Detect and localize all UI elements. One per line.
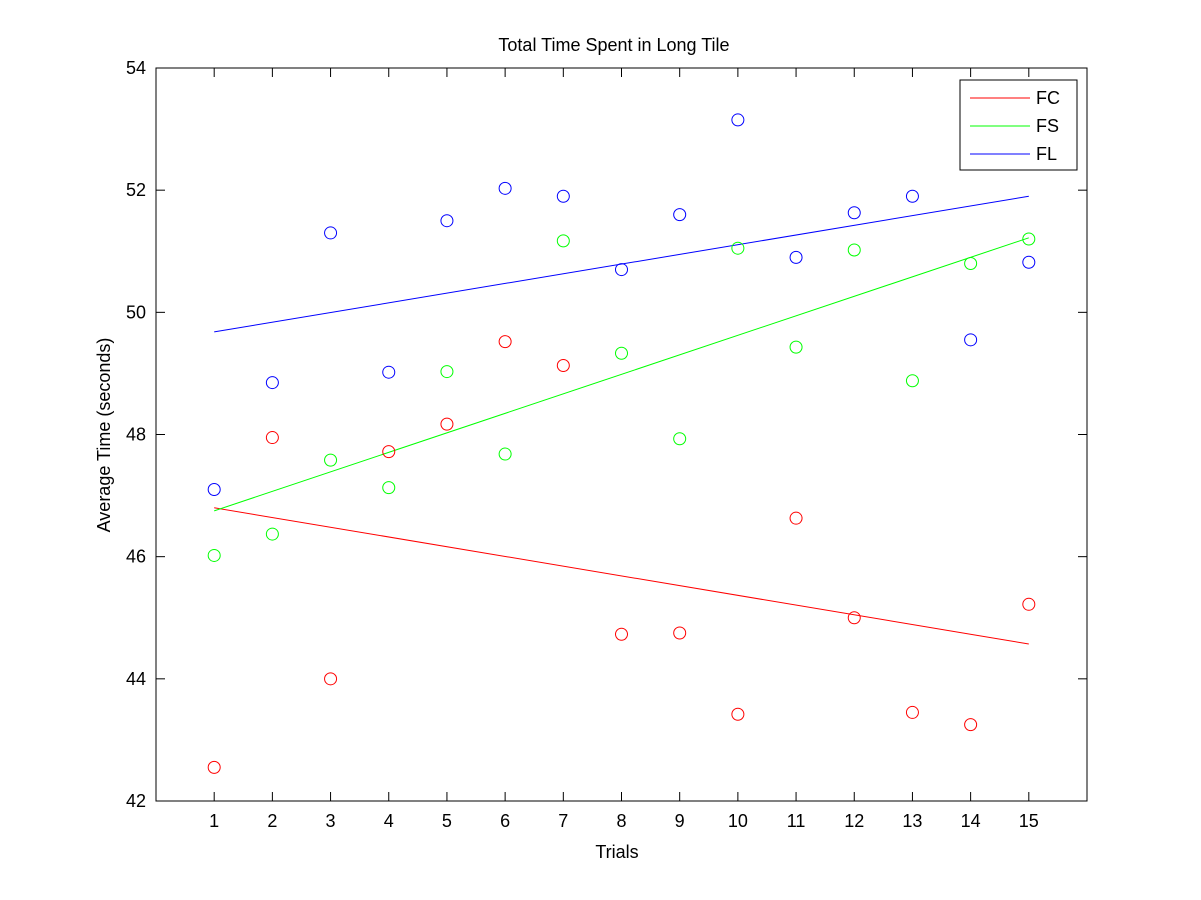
legend-box <box>959 79 1078 171</box>
data-point-fs <box>265 527 279 541</box>
x-tick-label: 8 <box>616 811 626 831</box>
x-tick-label: 15 <box>1019 811 1039 831</box>
data-point-fs <box>905 374 919 388</box>
data-point-fs <box>1022 232 1036 246</box>
x-tick-label: 13 <box>902 811 922 831</box>
data-point-fl <box>905 189 919 203</box>
x-tick-label: 5 <box>442 811 452 831</box>
data-point-fc <box>1022 597 1036 611</box>
x-tick-label: 11 <box>787 811 806 831</box>
data-point-fl <box>440 214 454 228</box>
data-point-fc <box>964 718 978 732</box>
legend-label-fs: FS <box>1036 116 1059 136</box>
data-point-fc <box>847 611 861 625</box>
x-tick-label: 14 <box>961 811 981 831</box>
trend-line-fc <box>214 507 1029 645</box>
data-point-fc <box>498 335 512 349</box>
legend-label-fc: FC <box>1036 88 1060 108</box>
data-point-fl <box>498 181 512 195</box>
x-tick-label: 12 <box>844 811 864 831</box>
x-tick-label: 1 <box>209 811 219 831</box>
data-point-fl <box>556 189 570 203</box>
data-point-fs <box>440 365 454 379</box>
data-point-fc <box>440 417 454 431</box>
data-point-fc <box>615 627 628 641</box>
data-point-fs <box>207 548 221 562</box>
data-point-fl <box>673 208 687 222</box>
x-tick-label: 10 <box>728 811 748 831</box>
x-axis-label: Trials <box>595 842 638 862</box>
data-point-fs <box>789 340 803 354</box>
data-point-fc <box>207 760 221 774</box>
data-point-fl <box>207 482 221 496</box>
data-point-fl <box>1022 255 1036 269</box>
y-tick-label: 54 <box>126 58 146 78</box>
legend-label-fl: FL <box>1036 144 1057 164</box>
y-tick-label: 42 <box>126 791 146 811</box>
legend: FC FS FL <box>959 79 1078 171</box>
plot-area <box>155 67 1088 802</box>
data-point-fs <box>615 346 628 360</box>
data-point-fl <box>324 226 338 240</box>
x-tick-label: 2 <box>267 811 277 831</box>
data-point-fl <box>615 263 628 277</box>
data-point-fc <box>324 672 338 686</box>
data-point-fs <box>731 241 745 255</box>
data-point-fs <box>382 481 396 495</box>
data-point-fl <box>964 333 978 347</box>
data-point-fl <box>731 113 745 127</box>
y-tick-label: 52 <box>126 180 146 200</box>
data-point-fc <box>382 445 396 459</box>
x-tick-label: 7 <box>558 811 568 831</box>
series-fs-points <box>207 232 1036 562</box>
data-point-fl <box>847 206 861 220</box>
data-point-fs <box>964 256 978 270</box>
y-tick-label: 50 <box>126 302 146 322</box>
series-fl-points <box>207 113 1036 496</box>
data-point-fs <box>324 453 338 467</box>
data-point-fc <box>905 705 919 719</box>
data-point-fl <box>265 376 279 390</box>
data-point-fc <box>556 358 570 372</box>
x-tick-label: 6 <box>500 811 510 831</box>
data-point-fc <box>673 626 687 640</box>
x-tick-label: 9 <box>675 811 685 831</box>
trend-lines <box>214 195 1029 645</box>
y-axis-label: Average Time (seconds) <box>94 338 114 533</box>
data-point-fl <box>382 365 396 379</box>
chart-title: Total Time Spent in Long Tile <box>498 35 729 55</box>
data-point-fs <box>847 243 861 257</box>
x-axis: 1 2 3 4 5 6 7 8 9 10 11 12 13 14 15 <box>209 68 1039 831</box>
data-points <box>207 113 1036 774</box>
data-point-fs <box>498 447 512 461</box>
trend-line-fl <box>214 195 1029 333</box>
series-fc-points <box>207 335 1036 774</box>
data-point-fl <box>789 250 803 264</box>
y-axis: 42 44 46 48 50 52 54 <box>126 58 1087 811</box>
x-tick-label: 3 <box>326 811 336 831</box>
y-tick-label: 46 <box>126 547 146 567</box>
data-point-fs <box>673 432 687 446</box>
data-point-fc <box>731 707 745 721</box>
data-point-fc <box>265 431 279 445</box>
trend-line-fs <box>214 237 1029 512</box>
data-point-fs <box>556 234 570 248</box>
y-tick-label: 48 <box>126 425 146 445</box>
y-tick-label: 44 <box>126 669 146 689</box>
x-tick-label: 4 <box>384 811 394 831</box>
data-point-fc <box>789 511 803 525</box>
